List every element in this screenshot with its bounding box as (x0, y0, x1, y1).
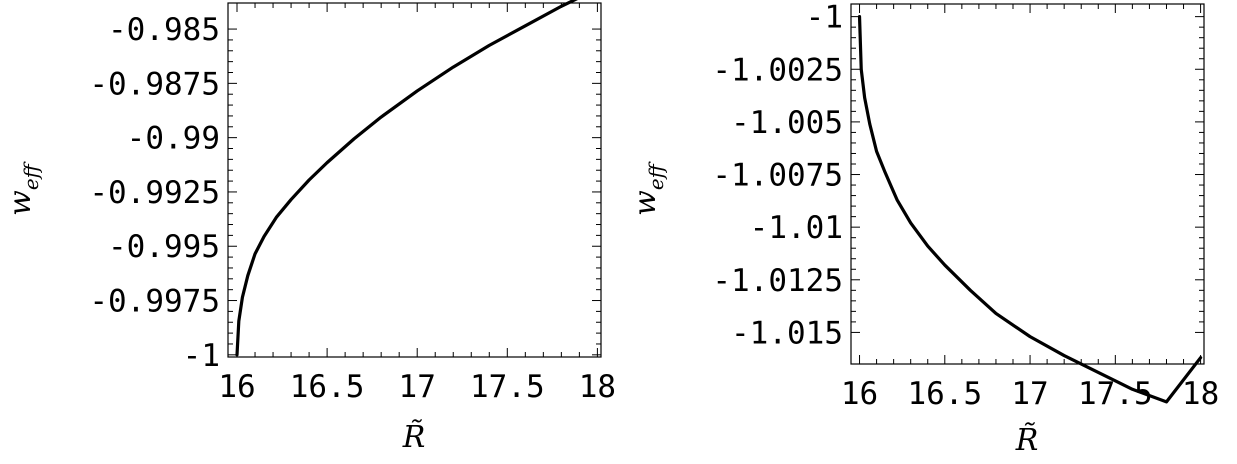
y-tick-label-2: -1.005 (731, 105, 843, 141)
y-axis-label-main-left: w (3, 190, 38, 216)
y-tick-label-6: -0.985 (108, 12, 220, 48)
x-tick-label-0: 16 (841, 376, 878, 412)
plot-frame-left (227, 2, 602, 358)
y-axis-label-right: weff (628, 160, 668, 216)
x-tick-label-1: 16.5 (907, 376, 982, 412)
x-tick-label-2: 17 (399, 369, 436, 405)
y-tick-label-4: -0.99 (127, 121, 220, 157)
y-tick-labels-left: -1 -0.9975 -0.995 -0.9925 -0.99 -0.9875 -0.985 (89, 12, 220, 374)
series-line-left (235, 0, 579, 357)
y-tick-label-4: -1.01 (750, 210, 843, 246)
plot-frame-right (850, 3, 1205, 365)
x-axis-label-right: R̃ (1015, 423, 1039, 458)
chart-right: 16 16.5 17 17.5 18 -1-1.0025-1.005-1.0075-1.… (628, 0, 1219, 458)
y-axis-label-sub-right: eff (644, 160, 668, 190)
x-tick-labels-right: 16 16.5 17 17.5 18 (841, 376, 1219, 412)
series-line-right (857, 15, 1203, 404)
y-tick-label-0: -1 (806, 0, 843, 36)
y-tick-label-6: -1.015 (731, 315, 843, 351)
x-tick-label-4: 18 (579, 369, 616, 405)
x-tick-label-2: 17 (1011, 376, 1048, 412)
chart-left: 16 16.5 17 17.5 18 -1 -0.9975 -0.995 -0.9925 -0.… (3, 0, 616, 455)
x-tick-label-0: 16 (218, 369, 255, 405)
x-tick-label-4: 18 (1182, 376, 1219, 412)
x-tick-labels-left: 16 16.5 17 17.5 18 (218, 369, 616, 405)
tick-marks-left (228, 3, 601, 357)
y-tick-label-1: -1.0025 (712, 52, 843, 88)
x-axis-label-left: R̃ (402, 420, 426, 455)
y-tick-label-2: -0.995 (108, 229, 220, 265)
y-tick-label-3: -1.0075 (712, 158, 843, 194)
y-tick-label-0: -1 (183, 338, 220, 374)
y-axis-label-sub-left: eff (19, 160, 43, 190)
x-tick-label-1: 16.5 (290, 369, 365, 405)
y-tick-label-5: -1.0125 (712, 263, 843, 299)
x-tick-label-3: 17.5 (470, 369, 545, 405)
y-tick-label-3: -0.9925 (89, 175, 220, 211)
y-tick-labels-right: -1 -1.0025 -1.005 -1.0075 -1.01 -1.0125 -1.015 (712, 0, 843, 351)
y-tick-label-1: -0.9975 (89, 284, 220, 320)
y-axis-label-left: weff (3, 160, 43, 216)
y-axis-label-main-right: w (628, 190, 663, 216)
y-tick-label-5: -0.9875 (89, 66, 220, 102)
tick-marks-right (851, 4, 1204, 364)
